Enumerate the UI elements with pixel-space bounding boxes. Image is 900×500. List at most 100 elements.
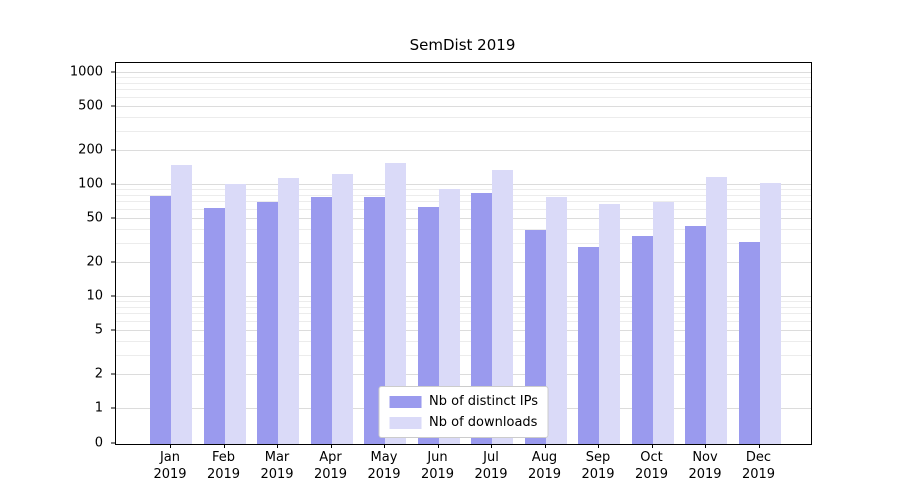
bar-downloads-oct	[652, 202, 674, 444]
legend-item-downloads: Nb of downloads	[389, 415, 538, 430]
major-gridline	[116, 262, 811, 264]
minor-gridline	[116, 313, 811, 315]
x-tick-label: Aug 2019	[527, 450, 562, 482]
x-tick-mark	[384, 444, 385, 448]
minor-gridline	[116, 89, 811, 91]
major-gridline	[116, 184, 811, 185]
bar-downloads-jul	[492, 170, 513, 444]
bar-downloads-apr	[331, 174, 353, 444]
minor-gridline	[116, 306, 811, 308]
bar-downloads-dec	[759, 182, 781, 444]
x-tick-label: Apr 2019	[313, 450, 348, 482]
minor-gridline	[116, 301, 811, 303]
y-tick-mark	[111, 261, 115, 263]
y-tick-label: 1000	[69, 64, 103, 80]
bar-distinct-ips-jul	[471, 193, 492, 444]
y-tick-mark	[111, 407, 115, 409]
x-tick-mark	[705, 444, 706, 448]
x-tick-label: Jan 2019	[153, 450, 187, 482]
y-tick-mark	[111, 442, 115, 444]
minor-gridline	[116, 201, 811, 203]
y-tick-label: 0	[94, 435, 103, 451]
legend: Nb of distinct IPs Nb of downloads	[378, 386, 549, 438]
x-tick-label: Sep 2019	[581, 450, 615, 482]
chart-title: SemDist 2019	[409, 36, 516, 54]
legend-label-downloads: Nb of downloads	[429, 415, 538, 430]
bar-distinct-ips-feb	[203, 208, 225, 444]
x-tick-label: Dec 2019	[741, 450, 776, 482]
minor-gridline	[116, 194, 811, 196]
x-tick-mark	[491, 444, 492, 448]
x-tick-mark	[277, 444, 278, 448]
x-tick-label: Feb 2019	[206, 450, 241, 482]
legend-swatch-distinct-ips	[389, 395, 422, 408]
y-tick-mark	[111, 217, 115, 219]
y-tick-label: 5	[94, 322, 103, 338]
major-gridline	[116, 72, 811, 73]
legend-swatch-downloads	[389, 416, 422, 429]
x-tick-label: Oct 2019	[634, 450, 669, 482]
major-gridline	[116, 329, 811, 331]
y-tick-label: 50	[86, 210, 103, 226]
bar-distinct-ips-jan	[150, 195, 171, 444]
legend-item-distinct-ips: Nb of distinct IPs	[389, 394, 538, 409]
plot-area: Nb of distinct IPs Nb of downloads	[115, 62, 812, 445]
bar-downloads-may	[385, 162, 406, 444]
minor-gridline	[116, 340, 811, 342]
y-tick-label: 100	[78, 176, 103, 192]
y-tick-mark	[111, 329, 115, 331]
x-tick-label: May 2019	[367, 450, 401, 482]
bar-distinct-ips-nov	[685, 226, 706, 444]
x-tick-mark	[330, 444, 332, 448]
x-tick-label: Jun 2019	[420, 450, 455, 482]
minor-gridline	[116, 354, 811, 356]
major-gridline	[116, 150, 811, 152]
y-tick-label: 1	[94, 400, 103, 416]
bar-downloads-mar	[278, 178, 299, 444]
x-tick-mark	[223, 444, 225, 448]
x-tick-mark	[758, 444, 760, 448]
y-tick-mark	[111, 71, 115, 73]
x-tick-mark	[598, 444, 599, 448]
bar-downloads-aug	[545, 197, 567, 444]
minor-gridline	[116, 208, 811, 210]
y-tick-label: 2	[94, 366, 103, 382]
minor-gridline	[116, 77, 811, 79]
y-tick-mark	[111, 373, 115, 375]
minor-gridline	[116, 82, 811, 84]
y-tick-label: 20	[86, 254, 103, 270]
bar-distinct-ips-jun	[417, 207, 439, 444]
legend-label-distinct-ips: Nb of distinct IPs	[429, 394, 538, 409]
bar-downloads-nov	[706, 177, 727, 444]
bar-downloads-jan	[171, 165, 192, 444]
bar-downloads-jun	[438, 188, 460, 444]
bar-distinct-ips-oct	[631, 236, 653, 444]
minor-gridline	[116, 242, 811, 244]
bar-distinct-ips-sep	[578, 246, 599, 444]
x-tick-mark	[170, 444, 171, 448]
major-gridline	[116, 105, 811, 107]
y-tick-mark	[111, 149, 115, 151]
y-tick-label: 200	[78, 142, 103, 158]
y-tick-mark	[111, 295, 115, 297]
minor-gridline	[116, 320, 811, 322]
y-tick-mark	[111, 183, 115, 185]
bar-distinct-ips-dec	[738, 241, 760, 444]
bar-downloads-sep	[599, 203, 620, 444]
x-tick-mark	[651, 444, 653, 448]
minor-gridline	[116, 189, 811, 191]
minor-gridline	[116, 228, 811, 230]
major-gridline	[116, 217, 811, 219]
y-tick-mark	[111, 105, 115, 107]
bar-distinct-ips-may	[364, 197, 385, 444]
bar-distinct-ips-mar	[257, 202, 278, 444]
x-tick-label: Nov 2019	[688, 450, 722, 482]
bar-downloads-feb	[224, 183, 246, 444]
major-gridline	[116, 296, 811, 297]
x-tick-mark	[544, 444, 546, 448]
bar-distinct-ips-apr	[310, 197, 332, 444]
x-tick-mark	[437, 444, 439, 448]
minor-gridline	[116, 116, 811, 118]
y-tick-label: 10	[86, 288, 103, 304]
x-tick-label: Jul 2019	[474, 450, 508, 482]
